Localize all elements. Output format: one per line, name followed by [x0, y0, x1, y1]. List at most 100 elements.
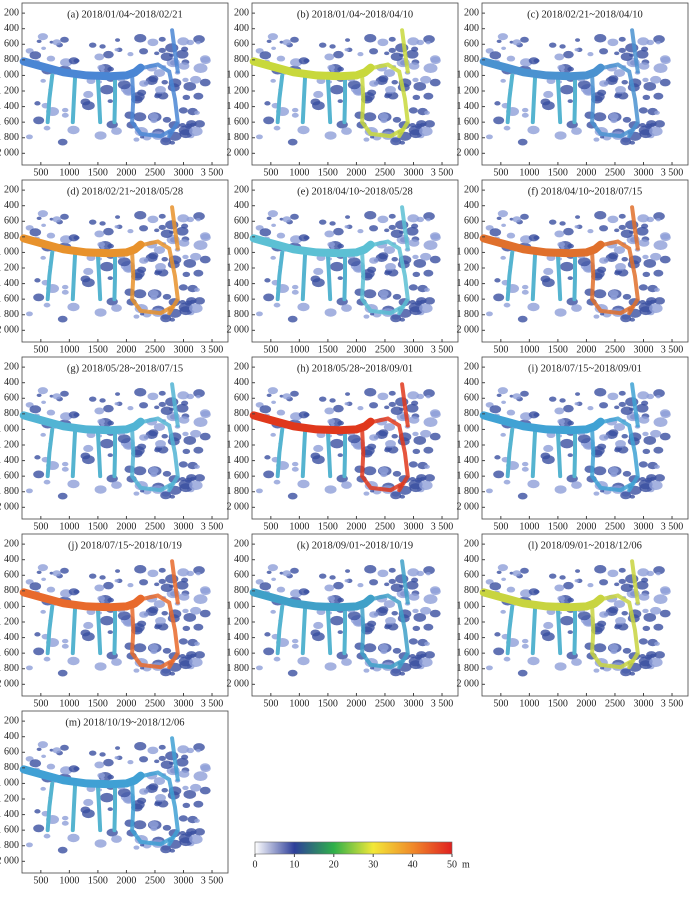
ice-patch — [276, 409, 286, 416]
ice-patch — [182, 431, 189, 437]
ice-patch — [653, 240, 668, 251]
ice-patch — [150, 295, 158, 301]
ice-patch — [133, 845, 140, 850]
ice-patch — [41, 46, 47, 50]
ice-patch — [617, 622, 629, 631]
ice-patch — [520, 390, 529, 397]
x-tick-label: 1500 — [88, 698, 108, 709]
ice-patch — [429, 409, 441, 417]
ice-patch — [133, 314, 140, 319]
ice-patch — [388, 47, 396, 54]
ice-patch — [154, 759, 160, 764]
y-tick-label: 600 — [464, 39, 479, 50]
tributary — [555, 75, 563, 125]
ice-patch — [183, 789, 197, 799]
ice-patch — [337, 453, 343, 458]
ice-patch — [574, 225, 580, 229]
ice-patch — [57, 492, 68, 500]
ice-patch — [160, 583, 173, 592]
glacier-branch — [130, 250, 175, 316]
x-tick-label: 1500 — [88, 167, 108, 178]
ice-patch — [574, 569, 581, 573]
tributary — [70, 605, 78, 656]
ice-patch — [83, 267, 94, 276]
ice-patch — [114, 392, 121, 396]
ice-patch — [506, 55, 516, 62]
ice-patch — [160, 491, 172, 500]
ice-patch — [333, 404, 344, 413]
ice-patch — [150, 472, 158, 478]
ice-patch — [341, 304, 352, 312]
y-tick-label: 1 000 — [457, 424, 480, 435]
ice-patch — [392, 293, 402, 300]
ice-patch — [160, 406, 173, 415]
ice-patch — [567, 597, 574, 603]
ice-patch — [409, 477, 416, 482]
ice-patch — [567, 276, 573, 281]
ice-patch — [557, 595, 565, 602]
y-tick-label: 1 800 — [0, 132, 19, 143]
ice-patch — [620, 406, 633, 415]
ice-patch — [107, 243, 114, 249]
ice-patch — [43, 833, 51, 839]
glacier-branch — [130, 73, 175, 139]
ice-patch — [263, 647, 275, 656]
ice-patch — [636, 226, 649, 236]
y-tick-label: 1 600 — [0, 824, 19, 835]
tributary — [530, 74, 538, 125]
ice-patch — [659, 409, 671, 417]
ice-patch — [608, 252, 619, 260]
ice-patch — [182, 448, 191, 455]
ice-patch — [384, 624, 391, 630]
ice-patch — [157, 799, 169, 808]
ice-patch — [543, 90, 554, 99]
tributary — [555, 606, 563, 656]
ice-patch — [614, 93, 621, 99]
y-tick-label: 1 600 — [457, 116, 480, 127]
x-tick-label: 500 — [263, 167, 278, 178]
x-tick-label: 500 — [263, 521, 278, 532]
ice-patch — [327, 241, 335, 248]
ice-patch — [162, 293, 172, 300]
ice-patch — [593, 137, 600, 142]
ice-patch — [154, 624, 161, 630]
ice-patch — [41, 400, 47, 404]
ice-patch — [266, 570, 272, 575]
ice-patch — [424, 110, 430, 115]
ice-patch — [622, 647, 632, 654]
y-tick-label: 1 600 — [0, 293, 19, 304]
ice-patch — [653, 566, 665, 575]
ice-patch — [496, 570, 502, 575]
tributary — [300, 605, 308, 656]
ice-patch — [83, 90, 94, 99]
y-tick-label: 1 800 — [0, 840, 19, 851]
panel-title: (k) 2018/09/01~2018/10/19 — [297, 540, 413, 551]
ice-patch — [184, 477, 193, 483]
ice-patch — [134, 741, 147, 751]
ice-patch — [264, 632, 271, 637]
ice-patch — [107, 99, 113, 104]
ice-patch — [37, 33, 48, 41]
ice-patch — [61, 643, 69, 649]
y-tick-label: 800 — [4, 231, 19, 242]
ice-patch — [40, 78, 46, 83]
ice-patch — [391, 256, 398, 262]
y-tick-label: 1 600 — [0, 647, 19, 658]
ice-patch — [621, 610, 628, 616]
ice-patch — [111, 835, 122, 843]
y-tick-label: 1 800 — [457, 663, 480, 674]
x-tick-label: 500 — [263, 698, 278, 709]
ice-patch — [37, 210, 48, 218]
x-tick-label: 1000 — [59, 344, 79, 355]
panel-title: (f) 2018/04/10~2018/07/15 — [528, 186, 642, 197]
ice-patch — [620, 491, 632, 500]
ice-patch — [127, 759, 134, 765]
ice-patch — [385, 617, 396, 625]
ice-patch — [574, 579, 580, 583]
ice-patch — [387, 91, 399, 100]
ice-patch — [273, 656, 281, 662]
ice-patch — [160, 845, 172, 854]
ice-patch — [497, 210, 508, 218]
y-tick-label: 600 — [464, 393, 479, 404]
ice-patch — [324, 131, 337, 140]
